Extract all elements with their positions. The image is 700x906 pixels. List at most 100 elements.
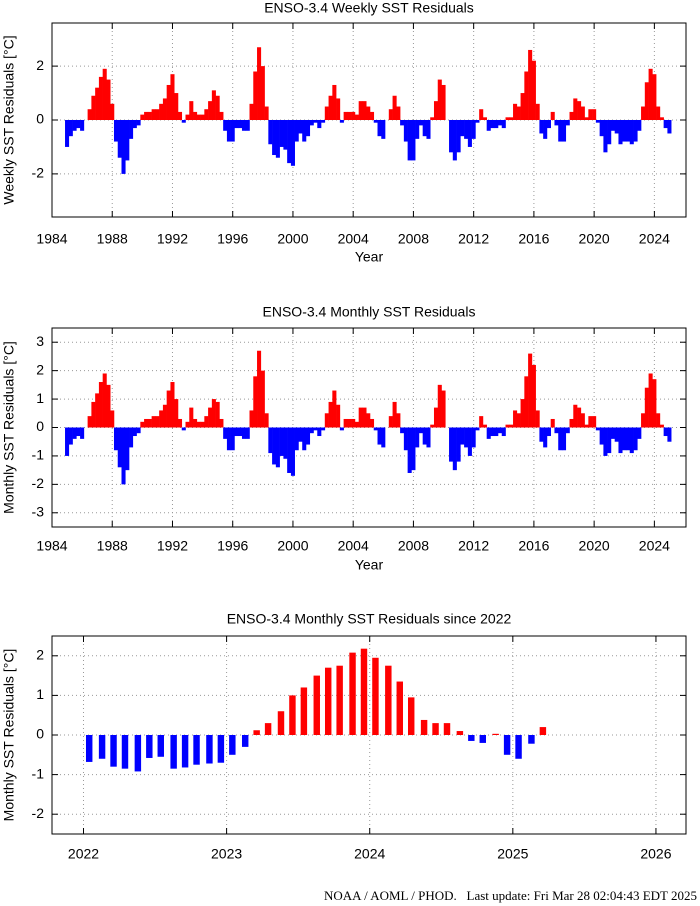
x-tick-label: 2025 — [497, 846, 528, 862]
bar — [509, 424, 514, 428]
bar — [181, 735, 189, 768]
bar — [648, 68, 653, 120]
bar — [580, 106, 585, 120]
bar — [219, 111, 224, 120]
bar — [420, 719, 428, 735]
bar — [400, 427, 405, 434]
bar — [317, 427, 322, 437]
bar — [618, 120, 623, 145]
bar — [215, 95, 220, 120]
bar — [106, 79, 111, 120]
bar — [388, 416, 393, 428]
bar — [313, 120, 318, 123]
bar — [332, 84, 337, 120]
bar — [309, 427, 314, 434]
bar — [223, 427, 228, 439]
bar — [482, 117, 487, 120]
bar — [354, 114, 359, 120]
bar — [113, 427, 119, 451]
chart-title: ENSO-3.4 Monthly SST Residuals — [263, 304, 476, 320]
bar — [377, 120, 382, 137]
bar — [558, 427, 563, 451]
y-tick-label: -1 — [32, 447, 45, 463]
x-axis-label: Year — [355, 249, 384, 265]
bar — [452, 120, 457, 161]
bar — [140, 114, 145, 120]
bar — [607, 427, 612, 454]
bar — [656, 106, 661, 120]
bar — [373, 427, 378, 431]
x-tick-label: 2020 — [579, 231, 610, 247]
bar — [196, 114, 201, 120]
bar — [102, 373, 107, 428]
x-axis-label: Year — [355, 557, 384, 573]
bar — [157, 735, 164, 757]
bar — [400, 120, 405, 126]
bar — [539, 427, 544, 442]
bar — [268, 120, 273, 145]
bar — [166, 84, 171, 120]
bar — [659, 117, 664, 120]
bar — [403, 427, 408, 451]
bar — [193, 111, 198, 120]
bar — [300, 687, 308, 735]
bar — [226, 427, 231, 451]
bar — [140, 421, 145, 428]
bar — [110, 103, 115, 120]
bar — [339, 120, 344, 123]
x-tick-label: 1984 — [36, 231, 67, 247]
bar — [328, 95, 333, 120]
y-tick-label: 0 — [36, 111, 44, 127]
bar — [494, 427, 499, 437]
bar — [588, 416, 593, 428]
bar — [437, 384, 442, 428]
bar — [362, 407, 367, 428]
bar — [146, 735, 153, 758]
bar — [241, 120, 247, 131]
bar — [283, 120, 288, 150]
x-tick-label: 1992 — [157, 231, 188, 247]
bar — [377, 427, 382, 445]
bar — [121, 427, 126, 485]
bar — [505, 424, 510, 428]
bar — [516, 106, 521, 120]
bar — [260, 370, 265, 428]
bar — [230, 120, 235, 142]
bar — [253, 376, 258, 428]
x-tick-label: 2026 — [640, 846, 671, 862]
bar — [464, 427, 469, 448]
x-tick-label: 2004 — [338, 538, 369, 554]
bar — [321, 427, 326, 431]
bar — [347, 111, 352, 120]
bar — [558, 120, 563, 142]
bar — [441, 390, 446, 428]
bar — [298, 120, 303, 134]
bar — [531, 60, 536, 120]
bar — [208, 407, 213, 428]
bar — [275, 120, 280, 158]
bar — [535, 103, 540, 120]
y-tick-label: 0 — [36, 726, 44, 742]
bar — [497, 120, 503, 126]
bar — [625, 120, 631, 142]
bar — [362, 101, 367, 120]
y-tick-label: 1 — [36, 390, 44, 406]
bar — [253, 71, 258, 120]
bar — [366, 413, 371, 428]
bar — [275, 427, 280, 468]
x-tick-label: 1996 — [217, 231, 248, 247]
bar — [125, 120, 130, 161]
bar — [441, 84, 446, 120]
bar — [546, 120, 551, 129]
bar — [354, 421, 359, 428]
bar — [298, 427, 303, 442]
x-tick-label: 2012 — [458, 231, 489, 247]
bar — [245, 427, 250, 439]
bar — [211, 90, 216, 120]
bar — [644, 387, 649, 428]
bar — [418, 120, 423, 126]
x-tick-label: 2004 — [338, 231, 369, 247]
bar — [659, 424, 664, 428]
chart: ENSO-3.4 Weekly SST Residuals Year Weekly … — [1, 0, 687, 265]
bar — [193, 418, 198, 428]
